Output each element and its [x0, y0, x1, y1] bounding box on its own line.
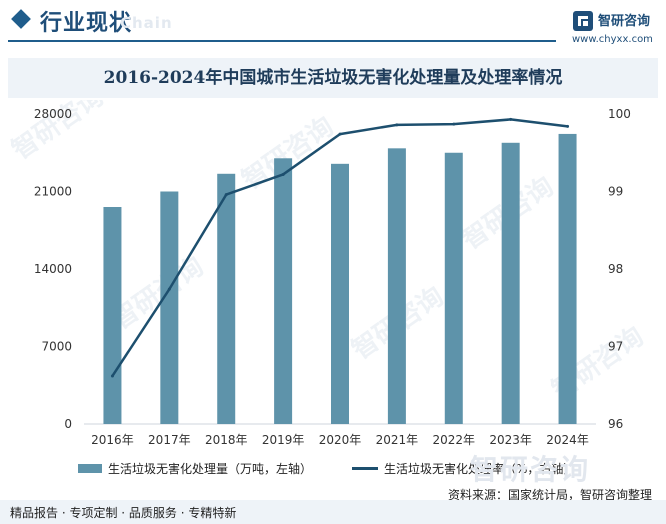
left-axis-tick-label: 0 — [64, 417, 72, 431]
left-axis-tick-label: 28000 — [34, 107, 72, 121]
source-note: 资料来源：国家统计局，智研咨询整理 — [447, 488, 652, 502]
axis-layer: 0 7000 14000 21000 28000 96 97 98 99 100 2016年 2017… — [34, 107, 631, 447]
section-watermark: Chain — [120, 14, 173, 32]
bar — [387, 148, 406, 425]
bar — [217, 173, 236, 424]
chart-canvas: 智研咨询智研咨询智研咨询智研咨询智研咨询智研咨询 0 7000 14000 21000… — [6, 100, 649, 447]
line-point — [281, 172, 285, 176]
right-axis-tick-label: 98 — [608, 262, 623, 276]
legend-line-swatch — [352, 466, 378, 470]
right-axis-tick-label: 99 — [608, 185, 623, 199]
x-axis-tick-label: 2018年 — [205, 433, 248, 447]
bar — [558, 133, 577, 424]
line-point — [509, 117, 513, 121]
right-axis-tick-label: 100 — [608, 107, 631, 121]
x-axis-tick-label: 2023年 — [489, 433, 532, 447]
header: 行业现状 Chain 智研咨询 www.chyxx.com — [0, 0, 666, 45]
bar-series — [103, 133, 577, 425]
footer-text: 精品报告 · 专项定制 · 品质服务 · 专精特新 — [10, 506, 237, 520]
brand-logo[interactable]: 智研咨询 www.chyxx.com — [572, 8, 662, 45]
chart-title-band — [8, 58, 658, 98]
header-divider — [8, 40, 556, 42]
line-point — [338, 132, 342, 136]
brand-logo-icon — [573, 11, 593, 31]
bar — [160, 191, 179, 424]
right-axis-tick-label: 97 — [608, 340, 623, 354]
footer-watermark: 智研咨询 — [470, 453, 591, 486]
legend-item-line: 生活垃圾无害化处理率（%，右轴） — [352, 458, 575, 478]
x-axis-tick-label: 2017年 — [148, 433, 191, 447]
x-axis-tick-label: 2021年 — [376, 433, 419, 447]
footer: 智研咨询 精品报告 · 专项定制 · 品质服务 · 专精特新 — [0, 453, 666, 524]
line-point — [395, 123, 399, 127]
brand-name: 智研咨询 — [598, 14, 651, 29]
bar — [331, 163, 349, 425]
bar — [501, 142, 520, 424]
bar — [274, 158, 293, 424]
legend-bar-swatch — [78, 463, 102, 473]
line-point — [224, 193, 228, 197]
x-axis-tick-label: 2022年 — [433, 433, 476, 447]
left-axis-tick-label: 7000 — [41, 340, 72, 354]
bar — [444, 152, 463, 424]
brand-url[interactable]: www.chyxx.com — [572, 34, 653, 45]
x-axis-tick-label: 2016年 — [91, 433, 134, 447]
legend-bar-label: 生活垃圾无害化处理量（万吨，左轴） — [108, 461, 313, 476]
line-point — [110, 374, 114, 378]
x-axis-tick-label: 2024年 — [546, 433, 589, 447]
watermark-layer: 智研咨询智研咨询智研咨询智研咨询智研咨询智研咨询 — [6, 100, 649, 406]
section-title: 行业现状 — [40, 11, 133, 36]
right-axis-tick-label: 96 — [608, 417, 623, 431]
section-diamond-icon — [11, 9, 31, 29]
legend-line-label: 生活垃圾无害化处理率（%，右轴） — [384, 461, 576, 476]
x-axis-tick-label: 2019年 — [262, 433, 305, 447]
bar — [103, 207, 122, 424]
line-point — [566, 124, 570, 128]
chart-title: 2016-2024年中国城市生活垃圾无害化处理量及处理率情况 — [103, 68, 563, 88]
x-axis-tick-label: 2020年 — [319, 433, 362, 447]
left-axis-tick-label: 14000 — [34, 262, 72, 276]
watermark-text: 智研咨询 — [106, 251, 209, 336]
left-axis-tick-label: 21000 — [34, 185, 72, 199]
line-point — [452, 122, 456, 126]
line-point — [167, 287, 171, 291]
legend-item-bar: 生活垃圾无害化处理量（万吨，左轴） — [78, 458, 312, 478]
line-series — [110, 117, 570, 378]
